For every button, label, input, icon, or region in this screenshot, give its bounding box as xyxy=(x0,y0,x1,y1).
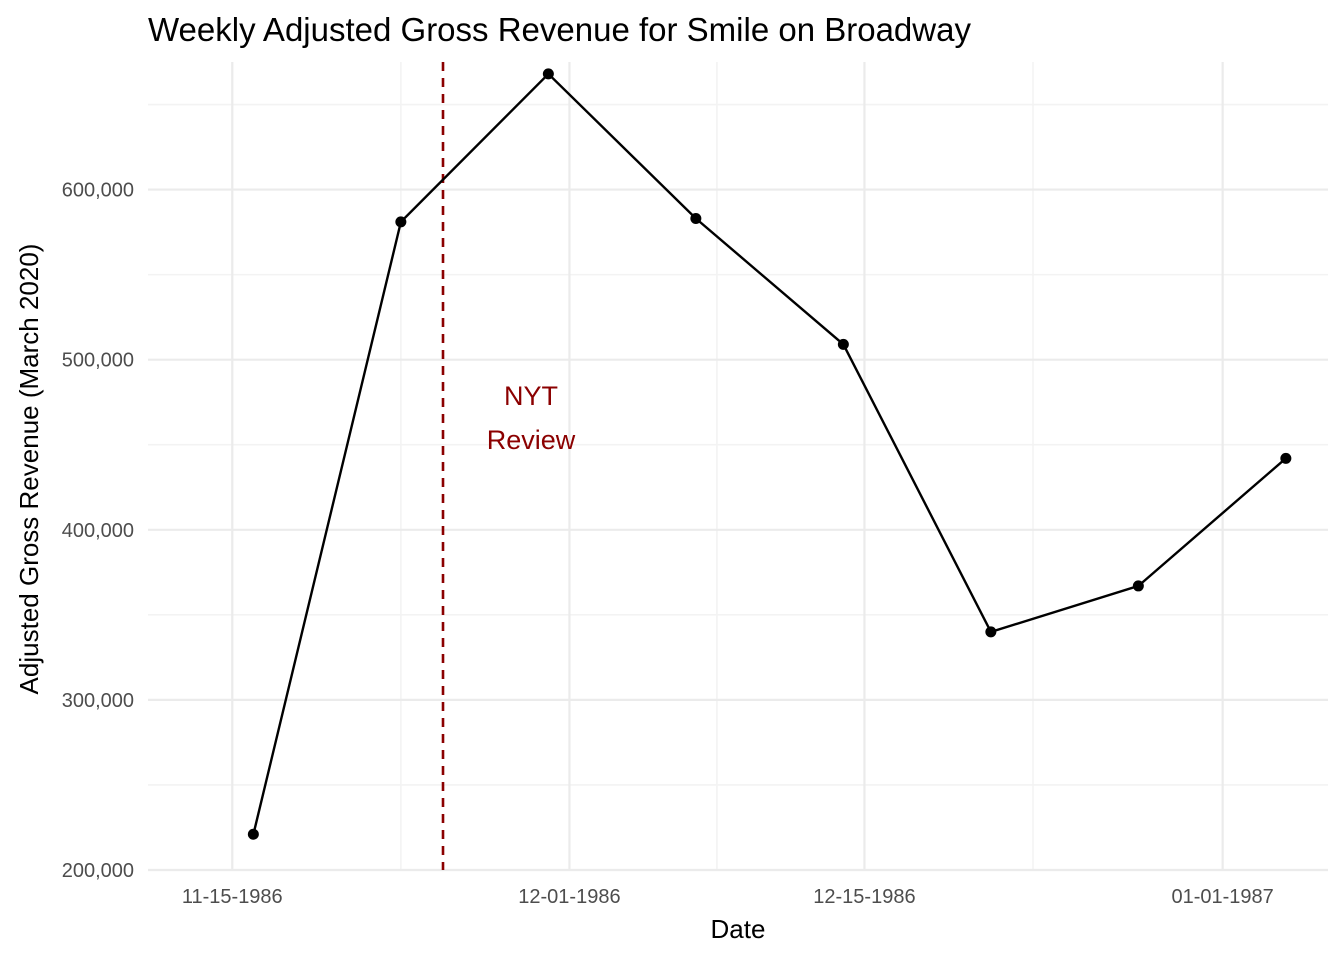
x-tick-label: 11-15-1986 xyxy=(182,886,283,908)
data-point xyxy=(542,68,554,80)
y-tick-label: 200,000 xyxy=(62,860,134,882)
data-point xyxy=(837,338,849,350)
x-tick-label: 12-15-1986 xyxy=(813,886,915,908)
annotation-label: Review xyxy=(487,425,576,455)
data-point xyxy=(395,216,407,228)
y-tick-label: 600,000 xyxy=(62,180,134,202)
data-point xyxy=(985,626,997,638)
y-axis-label: Adjusted Gross Revenue (March 2020) xyxy=(14,244,44,695)
y-tick-label: 500,000 xyxy=(62,350,134,372)
series-line xyxy=(252,72,1287,835)
y-tick-label: 400,000 xyxy=(62,520,134,542)
major-gridlines xyxy=(148,62,1328,872)
minor-gridlines xyxy=(148,62,1328,870)
y-axis-ticks: 200,000 300,000 400,000 500,000 600,000 xyxy=(62,180,134,882)
chart-title: Weekly Adjusted Gross Revenue for Smile … xyxy=(148,11,971,48)
data-point xyxy=(247,828,259,840)
data-point xyxy=(690,212,702,224)
x-axis-label: Date xyxy=(711,914,766,944)
annotation-layer: NYT Review xyxy=(441,62,576,870)
annotation-label: NYT xyxy=(504,381,558,411)
data-point xyxy=(1280,452,1292,464)
x-axis-ticks: 11-15-1986 12-01-1986 12-15-1986 01-01-1987 xyxy=(182,886,1274,908)
x-tick-label: 01-01-1987 xyxy=(1171,886,1273,908)
data-point xyxy=(1132,580,1144,592)
x-tick-label: 12-01-1986 xyxy=(518,886,620,908)
series-layer xyxy=(247,68,1292,840)
y-tick-label: 300,000 xyxy=(62,690,134,712)
